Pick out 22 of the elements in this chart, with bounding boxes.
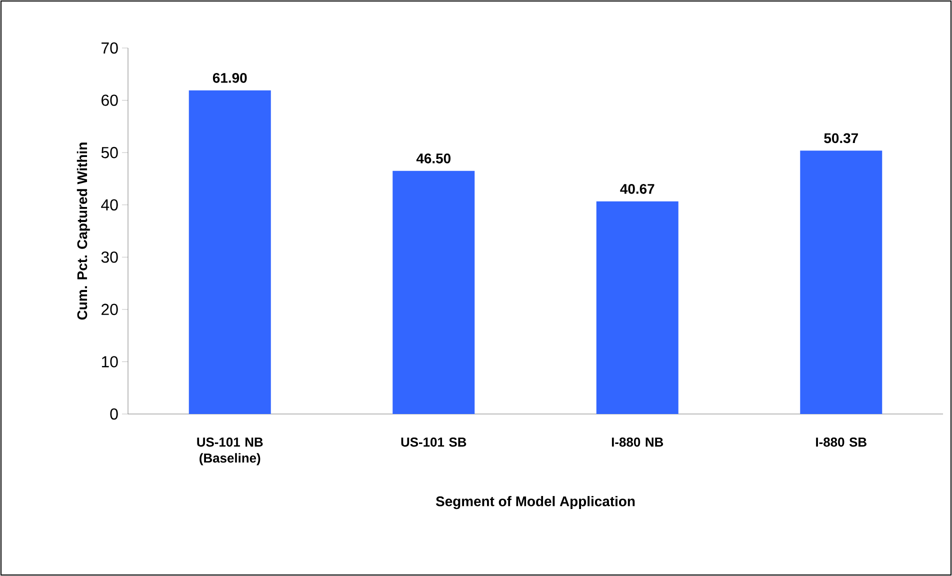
y-tick-label: 50	[101, 146, 118, 158]
data-label: 50.37	[824, 133, 858, 144]
x-tick-label: US-101 NB (Baseline)	[197, 438, 263, 466]
x-tick-label: I-880 SB	[816, 438, 866, 447]
bar	[596, 201, 678, 414]
x-tick-label: US-101 SB	[401, 438, 466, 447]
bar	[392, 170, 475, 414]
bar	[800, 150, 882, 414]
x-axis-title: Segment of Model Application	[436, 496, 635, 510]
y-tick-label: 70	[102, 42, 118, 54]
y-tick-label: 0	[110, 408, 118, 420]
y-axis-title: Cum. Pct. Captured Within	[76, 142, 90, 320]
data-label: 61.90	[212, 72, 247, 83]
data-label: 40.67	[620, 184, 654, 194]
bar	[188, 90, 271, 414]
y-tick-label: 10	[102, 356, 118, 368]
y-tick-label: 40	[101, 199, 118, 210]
y-tick-label: 20	[102, 304, 118, 316]
y-tick-label: 60	[102, 94, 118, 106]
x-tick-label: I-880 NB	[612, 438, 664, 447]
y-tick-label: 30	[101, 252, 118, 263]
data-label: 46.50	[416, 153, 451, 164]
